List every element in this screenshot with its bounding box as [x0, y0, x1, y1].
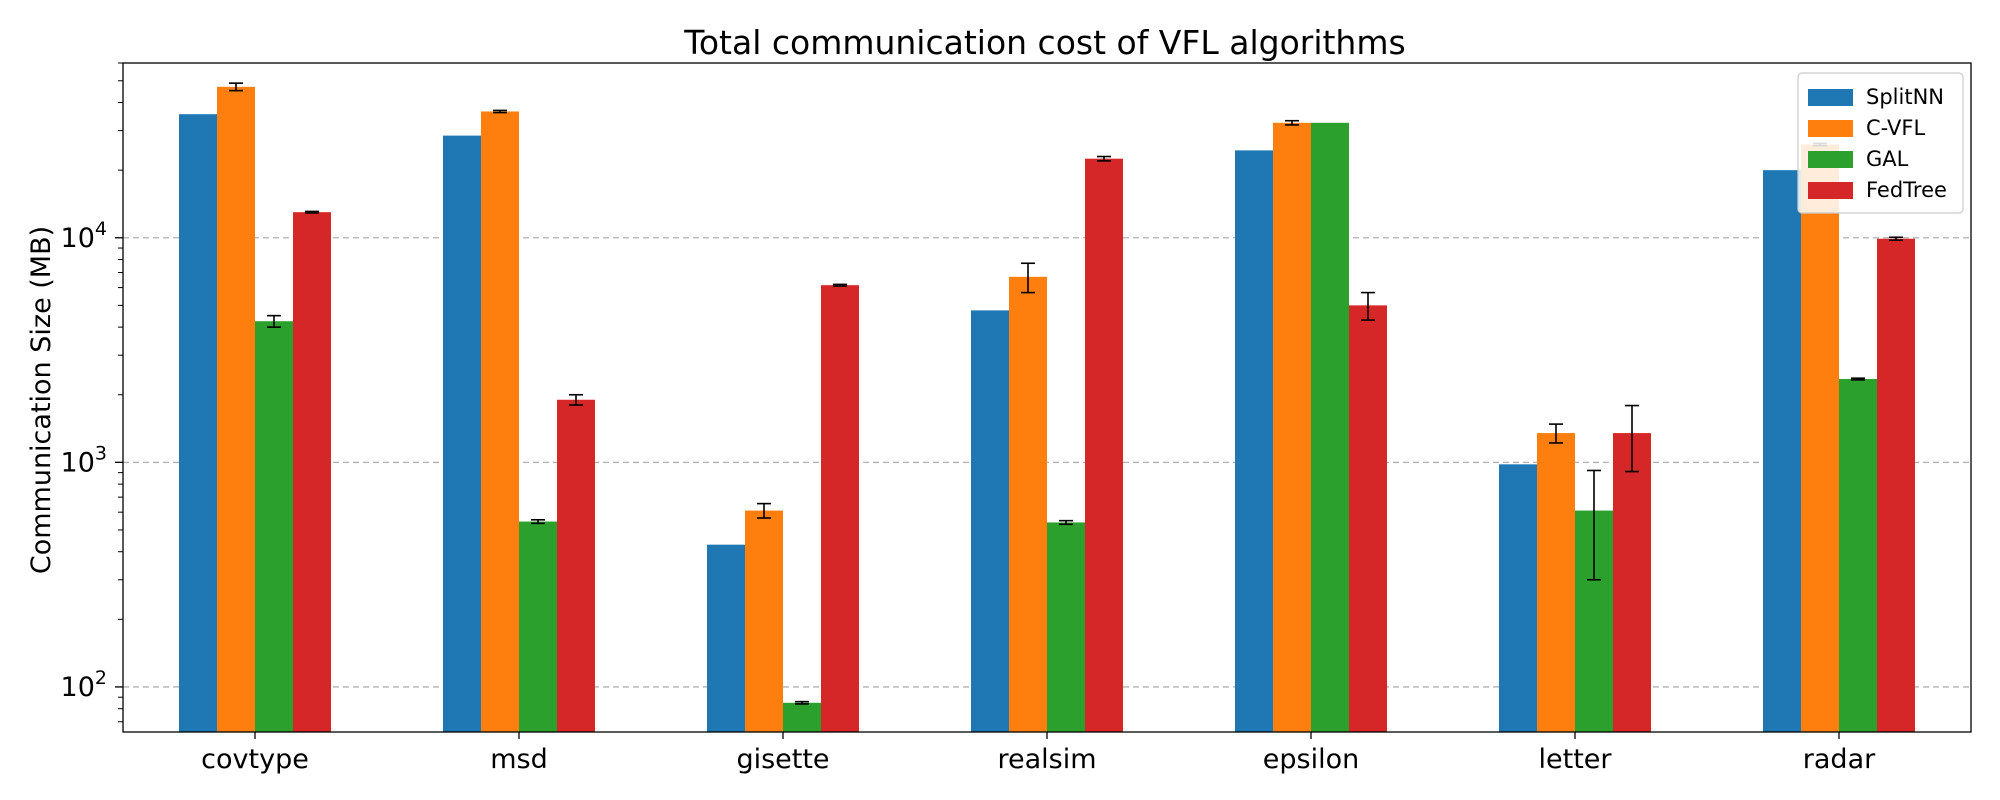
bar-realsim-fedtree [1085, 158, 1123, 732]
x-tick-label-msd: msd [490, 744, 548, 775]
bar-letter-splitnn [1499, 464, 1537, 732]
x-tick-label-covtype: covtype [201, 744, 309, 775]
legend-box [1797, 72, 1964, 214]
bar-msd-fedtree [557, 399, 595, 732]
legend-swatch-c-vfl [1808, 120, 1853, 137]
bar-msd-splitnn [443, 135, 481, 733]
bars [179, 86, 1915, 733]
bar-epsilon-splitnn [1235, 150, 1273, 733]
bar-letter-c-vfl [1537, 433, 1575, 732]
bar-epsilon-fedtree [1349, 305, 1387, 732]
y-tick-label-100: 102 [61, 667, 107, 703]
bar-gisette-splitnn [707, 544, 745, 732]
x-tick-label-epsilon: epsilon [1263, 744, 1359, 775]
bar-msd-c-vfl [481, 111, 519, 733]
legend-label-splitnn: SplitNN [1866, 85, 1944, 109]
bar-radar-c-vfl [1801, 144, 1839, 733]
legend-label-gal: GAL [1866, 147, 1909, 171]
y-tick-label-1000: 103 [61, 442, 107, 478]
chart-title: Total communication cost of VFL algorith… [683, 23, 1405, 62]
legend: SplitNN C-VFL GAL FedTree [1797, 72, 1964, 214]
bar-gisette-fedtree [821, 285, 859, 732]
bar-epsilon-gal [1311, 122, 1349, 732]
bar-epsilon-c-vfl [1273, 122, 1311, 732]
bar-covtype-splitnn [179, 114, 217, 732]
x-tick-label-gisette: gisette [736, 744, 829, 775]
bar-covtype-c-vfl [217, 86, 255, 733]
bar-radar-gal [1839, 379, 1877, 732]
x-tick-label-letter: letter [1539, 744, 1613, 775]
bar-radar-fedtree [1877, 238, 1915, 732]
legend-swatch-gal [1808, 151, 1853, 168]
bar-radar-splitnn [1763, 170, 1801, 732]
bar-covtype-gal [255, 321, 293, 732]
bar-msd-gal [519, 521, 557, 732]
legend-label-c-vfl: C-VFL [1866, 116, 1925, 140]
legend-swatch-splitnn [1808, 89, 1853, 106]
y-axis-label: Communication Size (MB) [26, 226, 57, 574]
bar-letter-fedtree [1613, 433, 1651, 732]
legend-label-fedtree: FedTree [1866, 178, 1947, 202]
bar-gisette-c-vfl [745, 510, 783, 732]
bar-gisette-gal [783, 702, 821, 732]
legend-swatch-fedtree [1808, 182, 1853, 199]
bar-realsim-splitnn [971, 310, 1009, 732]
error-bars [229, 82, 1903, 705]
bar-realsim-c-vfl [1009, 276, 1047, 732]
axes: covtype msd gisette realsim epsilon letter rad… [61, 62, 1972, 775]
bar-realsim-gal [1047, 522, 1085, 732]
bar-covtype-fedtree [293, 212, 331, 732]
x-tick-label-radar: radar [1803, 744, 1876, 775]
plot-frame [122, 62, 1972, 733]
x-tick-label-realsim: realsim [997, 744, 1096, 775]
y-tick-label-10000: 104 [61, 218, 107, 254]
